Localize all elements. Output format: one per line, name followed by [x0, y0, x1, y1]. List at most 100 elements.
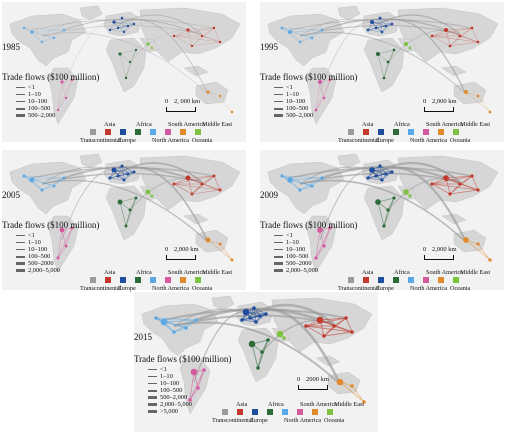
- flow-width-label: <1: [286, 232, 293, 239]
- city-node: [328, 78, 332, 82]
- flow-width-entry: 1–10: [148, 373, 192, 380]
- regional-flow: [351, 385, 365, 403]
- regional-flow: [187, 29, 221, 43]
- region-swatch-north-america: [282, 409, 288, 415]
- regional-flow: [163, 319, 197, 323]
- flow-width-label: 1–10: [286, 239, 299, 246]
- city-node: [185, 175, 191, 181]
- flow-width-entry: 2,000–5,000: [274, 267, 318, 274]
- city-node: [256, 366, 260, 370]
- flow-width-sample: [274, 255, 283, 258]
- region-swatch-europe: [378, 129, 384, 135]
- regional-flow: [57, 81, 63, 111]
- flow-width-entry: 100–500: [148, 387, 192, 394]
- city-node: [190, 368, 198, 376]
- regional-flow: [449, 189, 479, 195]
- flow-width-sample: [16, 87, 25, 88]
- city-node: [470, 174, 474, 178]
- flow-width-entry: 10–100: [16, 246, 60, 253]
- flow-width-label: 100–500: [28, 253, 51, 260]
- regional-flow: [281, 27, 323, 31]
- region-swatch-middle-east: [453, 129, 459, 135]
- regional-flow: [121, 165, 129, 175]
- regional-flow: [61, 229, 67, 247]
- city-node: [212, 26, 216, 30]
- regional-flow: [41, 185, 55, 191]
- city-node: [108, 28, 112, 32]
- regional-flow: [371, 21, 387, 27]
- region-swatch-asia: [363, 277, 369, 283]
- regional-flow: [319, 81, 325, 99]
- regional-flow: [367, 23, 393, 31]
- scale-bar-zero: 0: [165, 246, 169, 253]
- city-node: [124, 224, 128, 228]
- region-legend: [222, 409, 342, 415]
- region-label: Oceania: [192, 285, 213, 292]
- transcontinental-flow: [299, 32, 467, 95]
- regional-flow: [173, 183, 221, 191]
- city-node: [146, 42, 150, 46]
- city-node: [70, 78, 74, 82]
- region-label: Europe: [118, 285, 136, 292]
- region-swatch-north-america: [150, 129, 156, 135]
- regional-flow: [23, 27, 65, 31]
- city-node: [458, 182, 462, 186]
- regional-flow: [57, 245, 67, 259]
- flow-width-entry: 500–2,000: [274, 112, 313, 119]
- regional-flow: [129, 49, 137, 63]
- flow-width-entry: 500–2000: [274, 260, 318, 267]
- flow-width-label: 10–100: [28, 98, 48, 105]
- regional-flow: [213, 27, 221, 43]
- flow-width-sample: [274, 114, 283, 117]
- regional-flow: [23, 27, 43, 43]
- region-label: Middle East: [202, 269, 233, 276]
- city-node: [248, 340, 256, 348]
- map-panel-2005: 2005 Trade flows ($100 million) <1 1–10 10–1…: [2, 150, 246, 292]
- regional-flow: [213, 175, 221, 191]
- region-swatch-middle-east: [327, 409, 333, 415]
- flow-width-entry: 1–10: [274, 239, 318, 246]
- region-swatch-europe: [378, 277, 384, 283]
- region-label: Transcontinental: [80, 137, 122, 144]
- region-swatch-south-america: [423, 129, 429, 135]
- region-swatch-africa: [393, 277, 399, 283]
- regional-flow: [383, 49, 395, 79]
- flow-width-label: <1: [28, 232, 35, 239]
- map-panel-2009: 2009 Trade flows ($100 million) <1 1–10 10–1…: [260, 150, 504, 292]
- region-swatch-south-america: [297, 409, 303, 415]
- regional-flow: [125, 49, 137, 79]
- region-label: Europe: [118, 137, 136, 144]
- regional-flow: [323, 79, 331, 99]
- city-node: [316, 316, 324, 324]
- land-mass: [105, 37, 147, 93]
- scale-bar-line: [166, 255, 196, 260]
- year-label: 2009: [260, 190, 278, 200]
- flow-width-label: 2,000–5,000: [160, 401, 192, 408]
- flow-width-entry: 100–500: [16, 253, 60, 260]
- region-swatch-transcontinental: [90, 129, 96, 135]
- regional-flow: [379, 17, 393, 25]
- city-node: [172, 34, 176, 38]
- trade-flows-title: Trade flows ($100 million): [2, 220, 100, 230]
- city-node: [430, 182, 434, 186]
- region-swatch-south-america: [165, 129, 171, 135]
- city-node: [448, 192, 452, 196]
- city-node: [108, 176, 112, 180]
- city-node: [298, 40, 302, 44]
- transcontinental-flow: [63, 166, 189, 179]
- city-node: [390, 170, 394, 174]
- transcontinental-flow: [41, 180, 209, 243]
- regional-flow: [367, 171, 393, 179]
- regional-flow: [311, 29, 323, 39]
- regional-flow: [367, 29, 383, 33]
- regional-flow: [23, 175, 43, 191]
- regional-flow: [459, 27, 473, 37]
- city-node: [375, 51, 381, 57]
- city-node: [362, 400, 366, 404]
- region-label: South America: [168, 269, 205, 276]
- regional-flow: [375, 17, 381, 29]
- region-label: Asia: [104, 269, 116, 276]
- city-node: [317, 227, 323, 233]
- city-node: [470, 26, 474, 30]
- region-label: South America: [168, 121, 205, 128]
